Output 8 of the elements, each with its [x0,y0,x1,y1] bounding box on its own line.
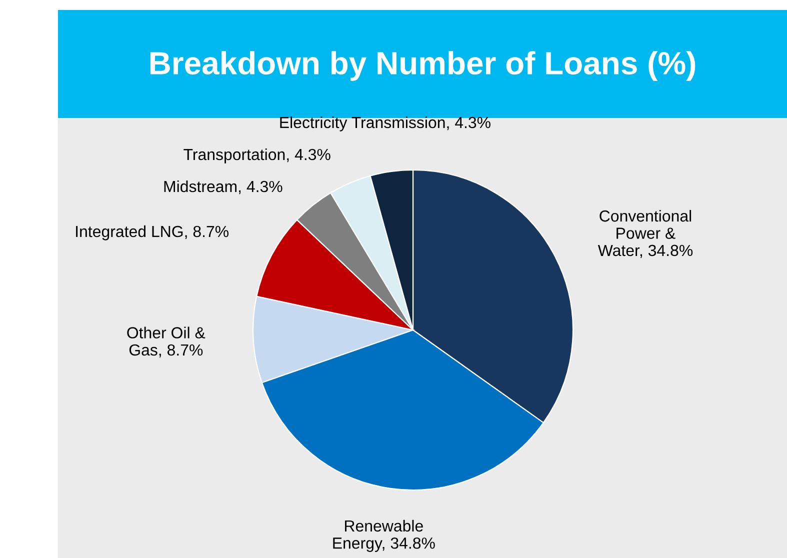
slice-label: Conventional Power & Water, 34.8% [598,210,693,258]
slice-label: Renewable Energy, 34.8% [333,520,435,552]
slice-label: Other Oil & Gas, 8.7% [127,326,206,358]
chart-title: Breakdown by Number of Loans (%) [150,51,696,81]
slice-label: Integrated LNG, 8.7% [76,225,229,240]
slice-label: Midstream, 4.3% [164,180,282,194]
slice-label: Transportation, 4.3% [184,148,330,164]
slice-label: Electricity Transmission, 4.3% [280,116,490,132]
